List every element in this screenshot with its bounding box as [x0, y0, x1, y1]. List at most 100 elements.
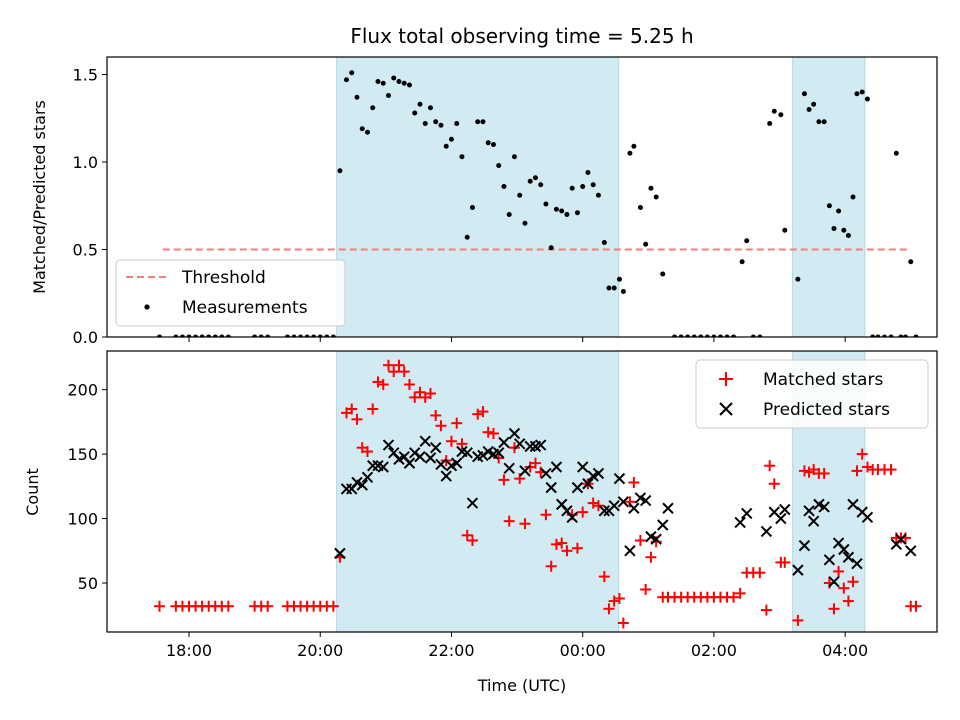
matched-point: [779, 556, 791, 568]
matched-point: [792, 614, 804, 626]
measurement-point: [304, 334, 310, 337]
legend-box-bottom: [695, 359, 929, 429]
measurement-point: [795, 276, 801, 282]
measurement-point: [490, 142, 496, 147]
measurement-point: [811, 101, 817, 107]
measurement-point: [337, 168, 343, 174]
measurement-point: [527, 178, 533, 184]
panel-counts: 50 100 150 200 18:00 20:00 22:00 00:00 02:00 04:…: [23, 350, 938, 695]
x-tick-label: 18:00: [166, 641, 212, 660]
x-axis-title: Time (UTC): [477, 676, 566, 695]
measurement-point: [826, 203, 832, 209]
measurement-point: [898, 334, 904, 337]
measurement-point: [396, 79, 402, 84]
predicted-point: [650, 533, 662, 545]
measurement-point: [454, 121, 460, 126]
y-axis-ticks-bottom: 50 100 150 200: [67, 381, 107, 593]
measurement-point: [882, 334, 888, 337]
matched-point: [477, 406, 489, 418]
matched-point: [472, 408, 484, 420]
measurement-point: [385, 93, 391, 98]
observing-window-shading: [336, 57, 866, 337]
measurement-point: [678, 334, 684, 337]
matched-point: [529, 457, 541, 469]
matched-point: [545, 560, 557, 572]
predicted-point: [550, 461, 563, 473]
matched-point: [760, 604, 772, 616]
matched-point: [847, 576, 859, 588]
predicted-point: [775, 512, 787, 525]
measurement-point: [401, 80, 407, 86]
measurement-point: [359, 126, 365, 132]
predicted-point: [617, 496, 630, 508]
predicted-point: [760, 525, 773, 538]
matched-point: [451, 417, 463, 429]
measurement-point: [908, 259, 914, 265]
predicted-point: [576, 461, 589, 473]
matched-point: [403, 379, 415, 391]
matched-point: [592, 500, 604, 512]
predicted-point: [519, 465, 531, 477]
matched-point: [445, 435, 457, 447]
measurement-point: [417, 101, 423, 107]
y-tick-label: 200: [67, 381, 98, 400]
matched-point: [393, 359, 405, 371]
measurement-point: [311, 334, 317, 337]
predicted-point: [377, 461, 389, 473]
predicted-point: [513, 438, 526, 450]
measurement-point: [225, 334, 231, 337]
matched-point: [645, 551, 657, 563]
panel-ratio: 0.0 0.5 1.0 1.5 Matched/Predicted stars Thr…: [30, 56, 938, 347]
measurement-point: [672, 334, 678, 337]
measurement-point: [841, 227, 847, 233]
matched-point: [842, 595, 854, 607]
matched-point: [640, 583, 652, 595]
matched-point: [361, 446, 373, 458]
predicted-point: [498, 436, 510, 449]
predicted-point: [823, 554, 836, 566]
measurement-point: [806, 107, 812, 112]
predicted-point: [905, 545, 917, 557]
legend-matched-swatch: [719, 372, 733, 386]
axes-frame-top: [106, 56, 938, 338]
matched-point: [262, 600, 274, 612]
y-axis-title-top: Matched/Predicted stars: [30, 100, 49, 294]
predicted-point: [451, 457, 463, 469]
matched-point: [613, 592, 625, 604]
predicted-point: [419, 435, 431, 447]
predicted-point: [424, 452, 437, 464]
predicted-point: [508, 427, 521, 440]
measurement-point: [698, 334, 704, 337]
legend-measurements-label: Measurements: [182, 298, 308, 318]
matched-point: [503, 515, 515, 527]
measurement-point: [284, 334, 290, 337]
predicted-point: [466, 497, 479, 509]
x-tick-label: 00:00: [560, 641, 606, 660]
matched-point: [754, 567, 766, 579]
predicted-point: [540, 467, 552, 480]
measurement-point: [836, 208, 842, 214]
matched-point: [388, 366, 400, 378]
measurement-point: [782, 227, 788, 233]
x-tick-label: 02:00: [691, 641, 737, 660]
predicted-point: [798, 539, 811, 552]
legend-top: Threshold Measurements: [115, 259, 346, 327]
measurement-point: [406, 82, 412, 88]
predicted-point: [662, 502, 674, 514]
predicted-point: [842, 551, 855, 563]
measurement-point: [349, 70, 355, 76]
measurement-point: [648, 185, 654, 191]
predicted-point: [828, 576, 840, 588]
measurement-point: [893, 150, 899, 156]
measurement-point: [590, 182, 596, 188]
measurement-point: [438, 122, 444, 128]
matched-point: [435, 420, 447, 432]
predicted-point: [803, 505, 815, 517]
predicted-point: [818, 501, 830, 513]
measurement-point: [459, 154, 465, 160]
measurement-point: [771, 108, 777, 114]
matched-point: [346, 403, 358, 415]
y-tick-label: 50: [78, 574, 98, 593]
measurement-point: [864, 96, 870, 102]
